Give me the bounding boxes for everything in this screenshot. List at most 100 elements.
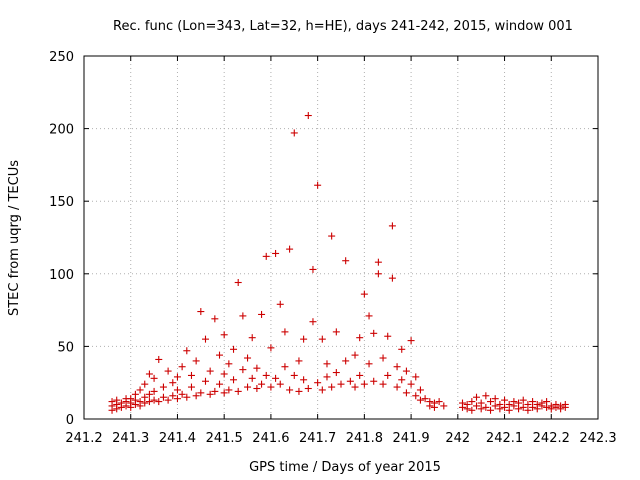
x-tick-label: 242 bbox=[445, 431, 470, 446]
data-point bbox=[384, 371, 392, 379]
x-tick-label: 242.1 bbox=[486, 431, 523, 446]
data-point bbox=[145, 370, 153, 378]
data-point bbox=[164, 396, 172, 404]
data-point bbox=[337, 380, 345, 388]
data-point bbox=[183, 347, 191, 355]
data-point bbox=[426, 402, 434, 410]
data-point bbox=[220, 389, 228, 397]
data-point bbox=[276, 380, 284, 388]
data-point bbox=[393, 363, 401, 371]
x-tick-label: 242.3 bbox=[579, 431, 616, 446]
data-point bbox=[276, 300, 284, 308]
y-tick-label: 50 bbox=[57, 340, 74, 355]
data-point bbox=[290, 129, 298, 137]
data-point bbox=[510, 398, 518, 406]
data-point bbox=[356, 371, 364, 379]
data-point bbox=[388, 222, 396, 230]
data-point bbox=[468, 406, 476, 414]
data-point bbox=[356, 334, 364, 342]
data-point bbox=[318, 386, 326, 394]
y-tick-label: 200 bbox=[49, 123, 74, 138]
data-point bbox=[412, 373, 420, 381]
plot-frame bbox=[83, 55, 599, 420]
data-point bbox=[440, 402, 448, 410]
data-point bbox=[225, 360, 233, 368]
data-point bbox=[524, 406, 532, 414]
data-point bbox=[487, 406, 495, 414]
data-point bbox=[239, 366, 247, 374]
data-point bbox=[169, 379, 177, 387]
chart-title: Rec. func (Lon=343, Lat=32, h=HE), days … bbox=[113, 19, 573, 34]
data-point bbox=[253, 385, 261, 393]
data-point bbox=[178, 390, 186, 398]
data-point bbox=[230, 345, 238, 353]
data-point bbox=[225, 386, 233, 394]
data-point bbox=[304, 112, 312, 120]
data-point bbox=[150, 374, 158, 382]
data-point bbox=[501, 396, 509, 404]
data-point bbox=[290, 371, 298, 379]
data-point bbox=[201, 335, 209, 343]
data-point bbox=[295, 357, 303, 365]
data-point bbox=[230, 376, 238, 384]
data-point bbox=[388, 274, 396, 282]
x-axis-label: GPS time / Days of year 2015 bbox=[249, 460, 441, 475]
data-point bbox=[473, 393, 481, 401]
y-tick-label: 250 bbox=[49, 50, 74, 65]
data-point bbox=[421, 395, 429, 403]
data-point bbox=[117, 399, 125, 407]
data-point bbox=[164, 367, 172, 375]
data-point bbox=[183, 393, 191, 401]
data-point bbox=[468, 398, 476, 406]
data-point bbox=[519, 396, 527, 404]
data-point bbox=[496, 400, 504, 408]
data-point bbox=[197, 389, 205, 397]
data-point bbox=[192, 357, 200, 365]
data-point bbox=[201, 377, 209, 385]
data-point bbox=[281, 363, 289, 371]
data-point bbox=[304, 385, 312, 393]
y-axis-label: STEC from uqrg / TECUs bbox=[7, 160, 22, 316]
data-point bbox=[412, 392, 420, 400]
data-point bbox=[131, 390, 139, 398]
x-tick-label: 241.5 bbox=[206, 431, 243, 446]
data-point bbox=[328, 383, 336, 391]
data-point bbox=[482, 392, 490, 400]
data-point bbox=[463, 400, 471, 408]
data-point bbox=[547, 405, 555, 413]
data-point bbox=[314, 379, 322, 387]
data-point bbox=[258, 310, 266, 318]
data-point bbox=[253, 364, 261, 372]
data-point bbox=[286, 386, 294, 394]
data-point bbox=[192, 392, 200, 400]
data-point bbox=[216, 380, 224, 388]
data-point bbox=[262, 371, 270, 379]
x-tick-label: 241.9 bbox=[392, 431, 429, 446]
data-point bbox=[150, 387, 158, 395]
y-tick-labels: 0 50 100 150 200 250 bbox=[49, 50, 74, 428]
data-point bbox=[159, 383, 167, 391]
y-tick-label: 100 bbox=[49, 268, 74, 283]
x-tick-label: 241.6 bbox=[252, 431, 289, 446]
data-point bbox=[159, 393, 167, 401]
data-point bbox=[262, 252, 270, 260]
data-point bbox=[435, 398, 443, 406]
data-point bbox=[206, 390, 214, 398]
data-point bbox=[473, 402, 481, 410]
y-tick-label: 0 bbox=[66, 413, 74, 428]
data-point bbox=[244, 383, 252, 391]
x-tick-label: 241.3 bbox=[112, 431, 149, 446]
data-point bbox=[267, 383, 275, 391]
data-point bbox=[360, 290, 368, 298]
data-point bbox=[328, 232, 336, 240]
data-point bbox=[360, 380, 368, 388]
data-point bbox=[402, 389, 410, 397]
data-point bbox=[113, 396, 121, 404]
data-point bbox=[323, 360, 331, 368]
data-point bbox=[365, 360, 373, 368]
data-point bbox=[458, 399, 466, 407]
data-point bbox=[370, 329, 378, 337]
x-tick-labels: 241.2 241.3 241.4 241.5 241.6 241.7 241.8 241.9… bbox=[65, 431, 616, 446]
x-tick-label: 241.7 bbox=[299, 431, 336, 446]
data-point bbox=[234, 279, 242, 287]
